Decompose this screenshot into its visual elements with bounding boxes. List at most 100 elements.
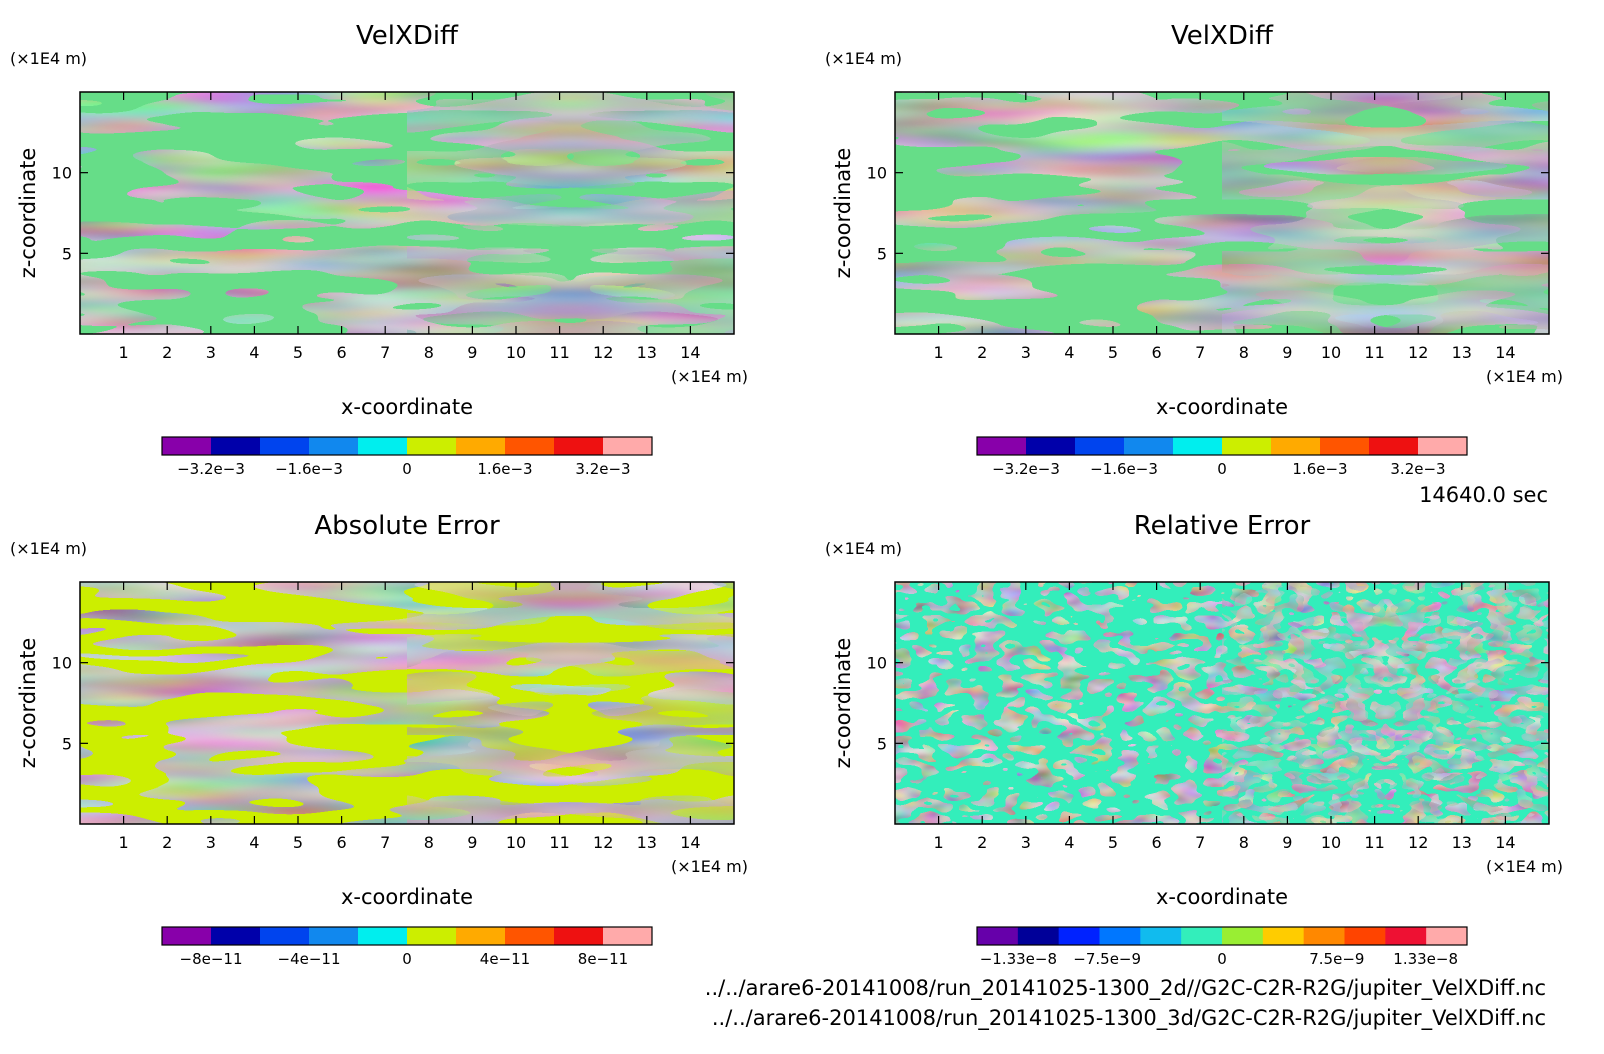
x-tick-label: 5 — [1108, 343, 1118, 362]
x-unit-label: (×1E4 m) — [671, 367, 748, 386]
colorbar-tick-label: 0 — [402, 950, 412, 968]
colorbar-frame — [976, 926, 1468, 946]
colorbar-swatch — [1173, 437, 1223, 455]
colorbar: −3.2e−3 −1.6e−3 0 1.6e−3 3.2e−3 — [161, 436, 653, 478]
colorbar-swatch — [1017, 927, 1060, 945]
x-tick-label: 13 — [637, 833, 657, 852]
plot-frame — [894, 581, 1550, 825]
colorbar-swatch — [162, 437, 212, 455]
x-tick-label: 7 — [1195, 833, 1205, 852]
colorbar-swatch — [1385, 927, 1427, 945]
y-unit-label: (×1E4 m) — [10, 49, 87, 68]
x-tick-label: 13 — [1452, 343, 1472, 362]
colorbar-swatch — [1369, 437, 1419, 455]
colorbar-swatch — [1026, 437, 1076, 455]
colorbar-tick-label: 3.2e−3 — [1390, 460, 1445, 478]
colorbar-swatch — [1303, 927, 1345, 945]
colorbar-tick-label: −7.5e−9 — [1073, 950, 1141, 968]
time-label: 14640.0 sec — [1419, 483, 1548, 507]
colorbar: −8e−11 −4e−11 0 4e−11 8e−11 — [161, 926, 653, 968]
x-tick-label: 10 — [1321, 343, 1341, 362]
x-tick-label: 11 — [1364, 833, 1384, 852]
colorbar-swatch — [1181, 927, 1223, 945]
colorbar-swatch — [309, 927, 359, 945]
x-tick-label: 9 — [467, 833, 477, 852]
y-axis-label: z-coordinate — [831, 148, 855, 279]
field-pattern-mirror — [1222, 582, 1549, 824]
x-tick-label: 12 — [1408, 343, 1428, 362]
x-tick-label: 12 — [593, 343, 613, 362]
x-tick-label: 5 — [293, 833, 303, 852]
x-tick-label: 7 — [380, 833, 390, 852]
plot-frame — [894, 91, 1550, 335]
colorbar-swatch — [554, 437, 604, 455]
chart-title: Relative Error — [1134, 511, 1311, 541]
x-tick-label: 4 — [249, 343, 259, 362]
x-tick-label: 2 — [162, 833, 172, 852]
plot-area — [895, 92, 1549, 334]
file-path-2d: ../../arare6-20141008/run_20141025-1300_… — [705, 976, 1546, 1001]
x-tick-label: 6 — [1152, 833, 1162, 852]
field-pattern-mirror — [407, 92, 734, 334]
colorbar-tick-label: 1.6e−3 — [1292, 460, 1347, 478]
y-axis-label: z-coordinate — [16, 638, 40, 769]
x-tick-label: 12 — [1408, 833, 1428, 852]
colorbar-swatch — [1222, 927, 1264, 945]
x-tick-label: 11 — [549, 833, 569, 852]
chart-panel-4: Relative Error(×1E4 m)1 2 3 4 5 6 7 8 9 10 11 12 13 1… — [825, 511, 1563, 968]
x-tick-label: 3 — [1021, 343, 1031, 362]
chart-panel-1: VelXDiff(×1E4 m)1 2 3 4 5 6 7 8 9 10 11 12 13 14510(×… — [10, 21, 748, 478]
y-axis-label: z-coordinate — [831, 638, 855, 769]
x-tick-label: 11 — [549, 343, 569, 362]
x-tick-label: 8 — [424, 833, 434, 852]
x-tick-label: 2 — [162, 343, 172, 362]
x-tick-label: 11 — [1364, 343, 1384, 362]
chart-title: VelXDiff — [1171, 21, 1274, 51]
x-tick-label: 10 — [1321, 833, 1341, 852]
plot-area — [80, 582, 734, 824]
colorbar-tick-label: 1.33e−8 — [1393, 950, 1458, 968]
y-tick-label: 5 — [62, 734, 72, 753]
plot-area — [80, 92, 734, 334]
x-tick-label: 9 — [1282, 343, 1292, 362]
colorbar-swatch — [211, 927, 261, 945]
x-tick-label: 1 — [119, 833, 129, 852]
colorbar-swatch — [603, 437, 653, 455]
y-unit-label: (×1E4 m) — [10, 539, 87, 558]
x-tick-label: 14 — [1495, 833, 1515, 852]
colorbar-swatch — [358, 437, 408, 455]
x-tick-label: 1 — [119, 343, 129, 362]
colorbar-swatch — [260, 437, 310, 455]
colorbar-swatch — [1271, 437, 1321, 455]
colorbar: −3.2e−3 −1.6e−3 0 1.6e−3 3.2e−3 — [976, 436, 1468, 478]
x-tick-label: 10 — [506, 833, 526, 852]
colorbar-tick-label: 3.2e−3 — [575, 460, 630, 478]
colorbar-swatch — [1222, 437, 1272, 455]
colorbar-tick-label: −3.2e−3 — [992, 460, 1060, 478]
colorbar-tick-label: 0 — [402, 460, 412, 478]
x-axis-label: x-coordinate — [1156, 395, 1288, 419]
colorbar-tick-label: 8e−11 — [578, 950, 628, 968]
x-tick-label: 13 — [637, 343, 657, 362]
colorbar-swatch — [505, 437, 555, 455]
x-tick-label: 2 — [977, 343, 987, 362]
x-tick-label: 5 — [1108, 833, 1118, 852]
x-tick-label: 9 — [1282, 833, 1292, 852]
colorbar-frame — [161, 926, 653, 946]
x-tick-label: 13 — [1452, 833, 1472, 852]
colorbar-swatch — [260, 927, 310, 945]
x-tick-label: 4 — [1064, 343, 1074, 362]
x-tick-label: 5 — [293, 343, 303, 362]
plot-area — [895, 582, 1549, 824]
colorbar-swatch — [407, 437, 457, 455]
colorbar-swatch — [407, 927, 457, 945]
x-tick-label: 6 — [1152, 343, 1162, 362]
x-tick-label: 6 — [337, 343, 347, 362]
x-tick-label: 7 — [380, 343, 390, 362]
x-tick-label: 14 — [680, 343, 700, 362]
colorbar-tick-label: 4e−11 — [480, 950, 530, 968]
colorbar-swatch — [1124, 437, 1174, 455]
colorbar-swatch — [1262, 927, 1305, 945]
x-unit-label: (×1E4 m) — [1486, 367, 1563, 386]
